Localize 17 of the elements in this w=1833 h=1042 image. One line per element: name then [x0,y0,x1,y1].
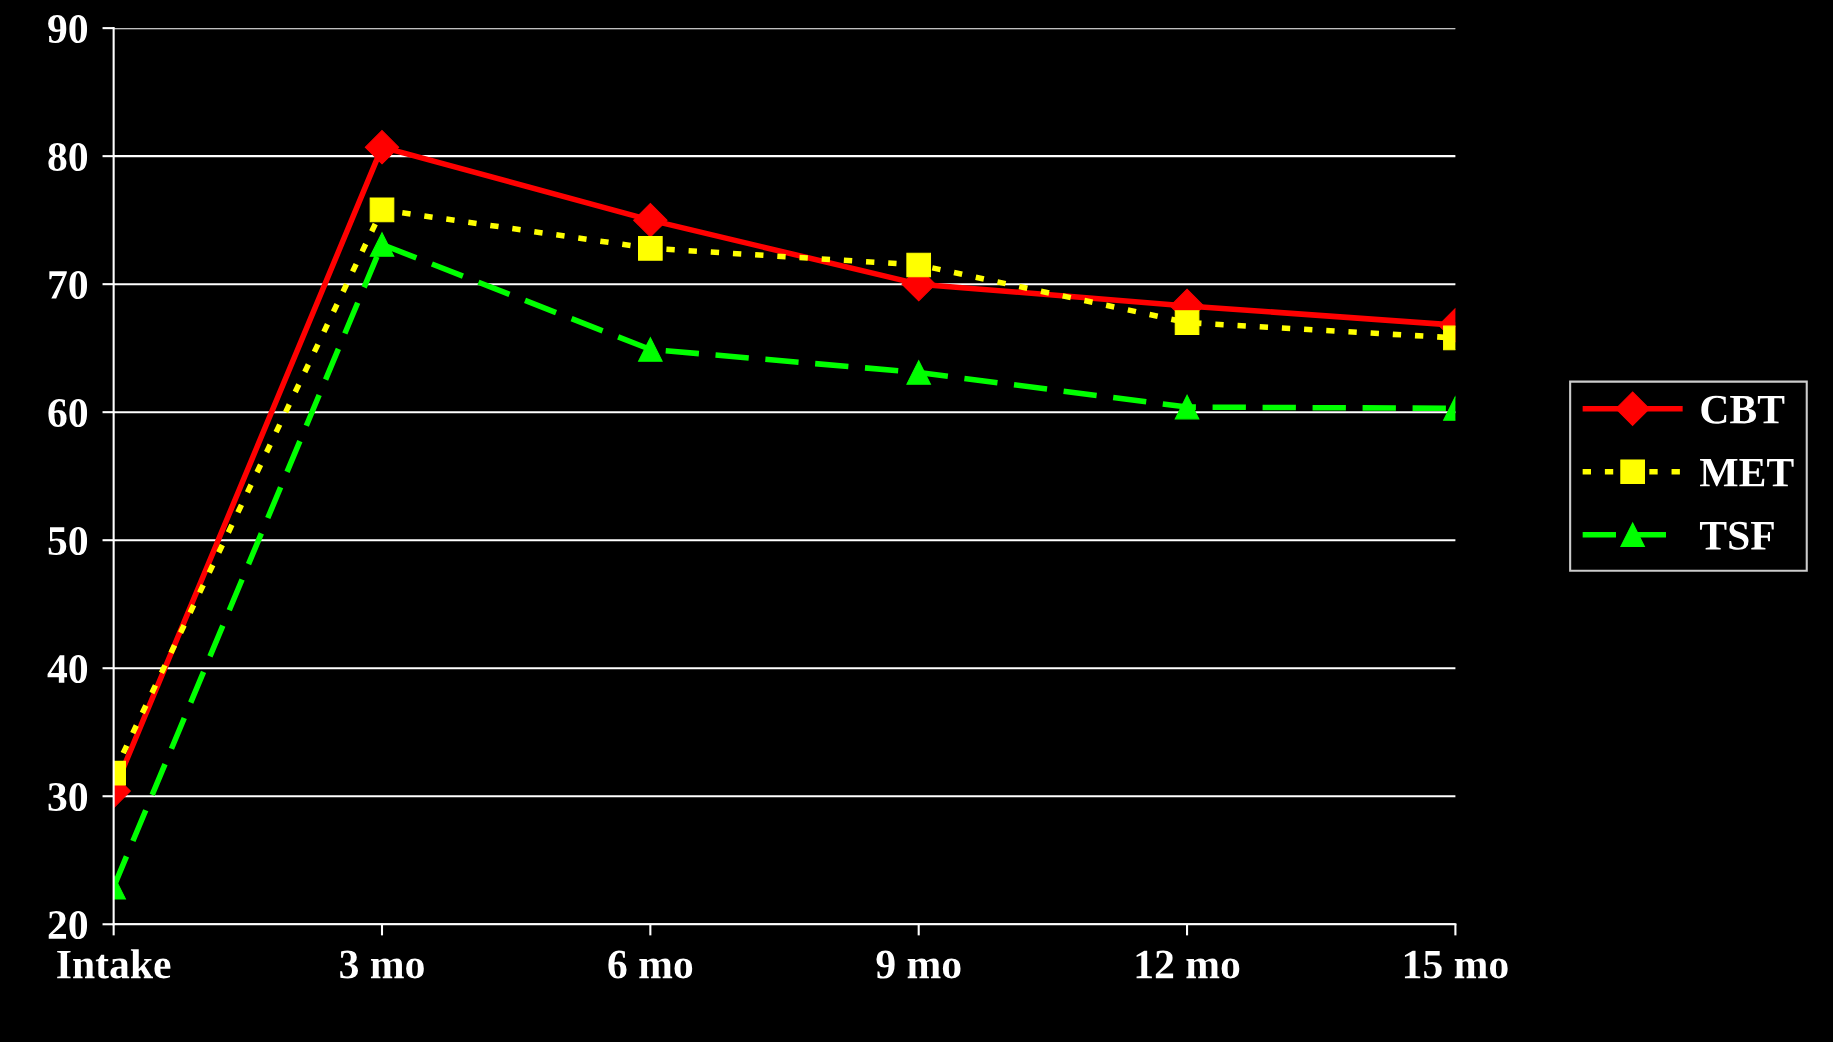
y-tick-label: 40 [47,654,88,684]
y-tick-label: 30 [48,782,88,812]
x-tick-label: 12 mo [1136,950,1240,979]
x-tick-label: 3 mo [340,950,424,979]
y-tick-label: 90 [48,14,88,43]
x-tick-label: 6 mo [608,950,693,979]
legend-label: CBT [1701,395,1785,424]
y-tick-label: 70 [49,270,88,300]
legend-label: TSF [1699,521,1774,550]
x-tick-label: 15 mo [1404,950,1508,979]
x-tick-label: 9 mo [876,950,961,979]
y-tick-label: 50 [48,526,88,556]
y-tick-label: 20 [48,911,88,940]
x-tick-label: Intake [57,949,171,979]
y-tick-label: 80 [48,142,88,172]
legend-label: MET [1700,459,1794,487]
y-tick-label: 60 [48,398,88,428]
